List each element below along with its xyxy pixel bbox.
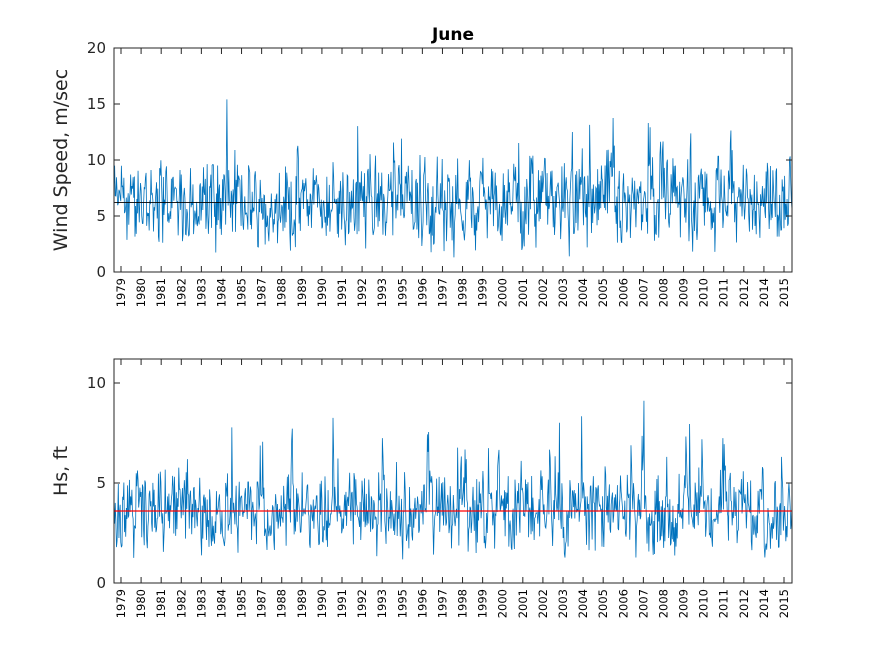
x-tick-label: 1984 [214, 589, 228, 618]
x-tick-label: 1984 [214, 278, 228, 307]
x-tick-label: 2004 [576, 278, 590, 307]
y-tick-label: 15 [87, 95, 106, 113]
x-tick-label: 2006 [616, 278, 630, 307]
y-axis-label: Wind Speed, m/sec [50, 69, 72, 251]
y-tick-label: 0 [96, 574, 106, 592]
x-tick-label: 1995 [395, 278, 409, 307]
x-tick-label: 2002 [536, 589, 550, 618]
x-tick-label: 1989 [295, 278, 309, 307]
x-tick-label: 1979 [114, 589, 128, 618]
x-tick-label: 2005 [596, 278, 610, 307]
x-tick-label: 1980 [134, 278, 148, 307]
x-tick-label: 1998 [456, 278, 470, 307]
x-tick-label: 2007 [636, 278, 650, 307]
x-tick-label: 2000 [496, 278, 510, 307]
x-tick-label: 1982 [174, 589, 188, 618]
x-tick-label: 1985 [235, 589, 249, 618]
x-tick-label: 1999 [476, 589, 490, 618]
axes-box [113, 358, 793, 584]
x-tick-label: 2004 [576, 589, 590, 618]
y-tick-label: 10 [87, 374, 106, 392]
x-tick-label: 2008 [656, 278, 670, 307]
x-tick-label: 2012 [737, 589, 751, 618]
x-tick-label: 2010 [697, 278, 711, 307]
x-tick-label: 1988 [275, 278, 289, 307]
x-tick-label: 2014 [757, 589, 771, 618]
x-tick-label: 2015 [777, 589, 791, 618]
x-tick-label: 2010 [697, 589, 711, 618]
x-tick-label: 1983 [194, 278, 208, 307]
x-tick-label: 1981 [154, 589, 168, 618]
x-tick-label: 1996 [415, 278, 429, 307]
x-tick-label: 1991 [335, 278, 349, 307]
y-axis-label: Hs, ft [50, 446, 72, 496]
x-tick-label: 1981 [154, 278, 168, 307]
y-tick-label: 20 [87, 39, 106, 57]
x-tick-label: 1996 [415, 589, 429, 618]
x-tick-label: 1990 [315, 278, 329, 307]
x-tick-label: 1985 [235, 278, 249, 307]
x-tick-label: 1991 [335, 589, 349, 618]
x-tick-label: 1980 [134, 589, 148, 618]
x-tick-label: 2009 [677, 589, 691, 618]
chart-title: June [431, 25, 474, 45]
x-tick-label: 1997 [435, 278, 449, 307]
x-tick-label: 1999 [476, 278, 490, 307]
wind-speed-axes: 0 5 10 15 20 1979 1980 1981 1982 1983 1984 1985 1987… [50, 25, 793, 307]
x-tick-label: 1995 [395, 589, 409, 618]
x-tick-label: 2012 [737, 278, 751, 307]
x-tick-label: 1983 [194, 589, 208, 618]
x-tick-label: 1987 [255, 589, 269, 618]
x-tick-label: 1982 [174, 278, 188, 307]
x-tick-label: 2003 [556, 278, 570, 307]
y-tick-label: 5 [96, 474, 106, 492]
x-tick-label: 2001 [516, 278, 530, 307]
x-tick-label: 1993 [375, 278, 389, 307]
y-tick-label: 0 [96, 263, 106, 281]
x-tick-label: 1998 [456, 589, 470, 618]
x-tick-label: 1988 [275, 589, 289, 618]
x-tick-label: 2015 [777, 278, 791, 307]
x-tick-label: 2009 [677, 278, 691, 307]
x-tick-label: 2000 [496, 589, 510, 618]
x-tick-label: 2011 [717, 278, 731, 307]
x-tick-label: 1990 [315, 589, 329, 618]
x-tick-label: 1997 [435, 589, 449, 618]
x-tick-label: 1992 [355, 278, 369, 307]
x-tick-label: 2014 [757, 278, 771, 307]
x-tick-label: 1979 [114, 278, 128, 307]
x-tick-label: 2005 [596, 589, 610, 618]
y-tick-label: 5 [96, 207, 106, 225]
data-line-wind-speed [113, 99, 793, 258]
x-tick-label: 1989 [295, 589, 309, 618]
y-tick-label: 10 [87, 151, 106, 169]
data-line-hs [113, 400, 793, 560]
x-tick-label: 1992 [355, 589, 369, 618]
x-tick-label: 2006 [616, 589, 630, 618]
x-tick-label: 2011 [717, 589, 731, 618]
x-tick-label: 2001 [516, 589, 530, 618]
x-tick-label: 1987 [255, 278, 269, 307]
x-tick-label: 2007 [636, 589, 650, 618]
wave-height-axes: 0 5 10 1979 1980 1981 1982 1983 1984 1985 1987 1988… [50, 358, 793, 618]
x-tick-label: 2003 [556, 589, 570, 618]
x-tick-label: 2008 [656, 589, 670, 618]
x-tick-label: 1993 [375, 589, 389, 618]
x-tick-label: 2002 [536, 278, 550, 307]
